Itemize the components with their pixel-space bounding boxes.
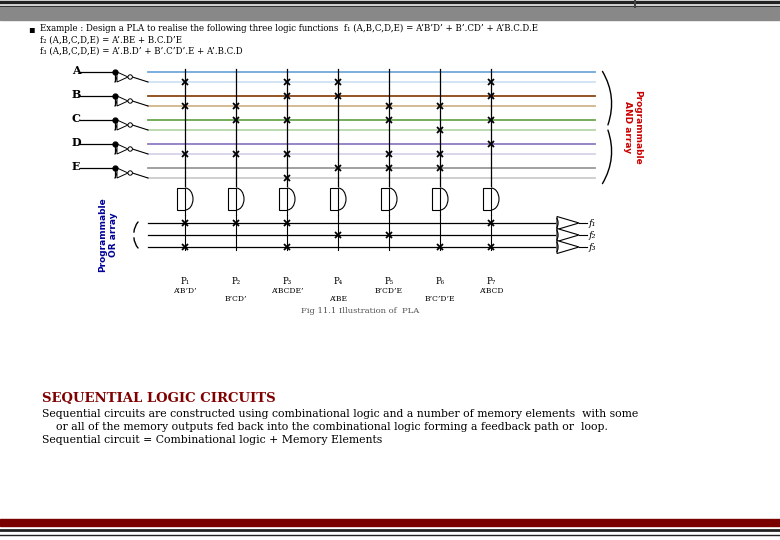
Text: Example : Design a PLA to realise the following three logic functions  f₁ (A,B,C: Example : Design a PLA to realise the fo… bbox=[40, 24, 538, 33]
Circle shape bbox=[128, 99, 133, 103]
Text: Programmable
OR array: Programmable OR array bbox=[98, 198, 118, 272]
Text: P₃: P₃ bbox=[282, 277, 292, 286]
Polygon shape bbox=[117, 120, 128, 130]
PathPatch shape bbox=[228, 188, 236, 210]
Text: P₄: P₄ bbox=[333, 277, 342, 286]
Text: f₃: f₃ bbox=[589, 242, 597, 252]
Text: E: E bbox=[72, 161, 80, 172]
Polygon shape bbox=[117, 96, 128, 106]
Bar bbox=[0, 7, 780, 20]
PathPatch shape bbox=[557, 228, 579, 241]
Text: Sequential circuits are constructed using combinational logic and a number of me: Sequential circuits are constructed usin… bbox=[42, 409, 638, 419]
Polygon shape bbox=[117, 168, 128, 178]
PathPatch shape bbox=[177, 188, 185, 210]
Text: SEQUENTIAL LOGIC CIRCUITS: SEQUENTIAL LOGIC CIRCUITS bbox=[42, 392, 275, 405]
Text: C: C bbox=[72, 113, 81, 125]
Text: A’BE: A’BE bbox=[329, 295, 347, 303]
Polygon shape bbox=[117, 144, 128, 154]
Text: or all of the memory outputs fed back into the combinational logic forming a fee: or all of the memory outputs fed back in… bbox=[42, 422, 608, 432]
PathPatch shape bbox=[330, 188, 338, 210]
Circle shape bbox=[128, 147, 133, 151]
PathPatch shape bbox=[557, 217, 579, 230]
Text: f₂ (A,B,C,D,E) = A’.BE + B.C.D’E: f₂ (A,B,C,D,E) = A’.BE + B.C.D’E bbox=[40, 36, 182, 45]
Text: P₁: P₁ bbox=[180, 277, 190, 286]
Text: B’C’D’E: B’C’D’E bbox=[425, 295, 456, 303]
PathPatch shape bbox=[381, 188, 389, 210]
Text: B’CD’E: B’CD’E bbox=[375, 287, 403, 295]
Bar bbox=[0, 519, 780, 526]
Text: Programmable
AND array: Programmable AND array bbox=[623, 90, 643, 165]
Text: P₇: P₇ bbox=[487, 277, 495, 286]
Text: ▪: ▪ bbox=[28, 24, 34, 34]
Text: Fig 11.1 Illustration of  PLA: Fig 11.1 Illustration of PLA bbox=[301, 307, 419, 315]
Text: B’CD’: B’CD’ bbox=[225, 295, 247, 303]
Text: P₂: P₂ bbox=[232, 277, 240, 286]
Text: P₆: P₆ bbox=[435, 277, 445, 286]
Circle shape bbox=[128, 171, 133, 175]
Text: B: B bbox=[72, 90, 81, 100]
Text: D: D bbox=[72, 138, 82, 148]
Text: P₅: P₅ bbox=[385, 277, 394, 286]
Circle shape bbox=[128, 123, 133, 127]
Text: A’BCD: A’BCD bbox=[479, 287, 503, 295]
Text: A: A bbox=[72, 65, 80, 77]
Text: A’B’D’: A’B’D’ bbox=[173, 287, 197, 295]
Text: f₃ (A,B,C,D,E) = A’.B.D’ + B’.C’D’.E + A’.B.C.D: f₃ (A,B,C,D,E) = A’.B.D’ + B’.C’D’.E + A… bbox=[40, 47, 243, 56]
PathPatch shape bbox=[557, 240, 579, 253]
PathPatch shape bbox=[432, 188, 440, 210]
Text: f₁: f₁ bbox=[589, 219, 597, 227]
Polygon shape bbox=[117, 72, 128, 82]
Circle shape bbox=[128, 75, 133, 79]
Text: A’BCDE’: A’BCDE’ bbox=[271, 287, 303, 295]
Text: f₂: f₂ bbox=[589, 231, 597, 240]
PathPatch shape bbox=[483, 188, 491, 210]
Text: Sequential circuit = Combinational logic + Memory Elements: Sequential circuit = Combinational logic… bbox=[42, 435, 382, 445]
PathPatch shape bbox=[279, 188, 287, 210]
